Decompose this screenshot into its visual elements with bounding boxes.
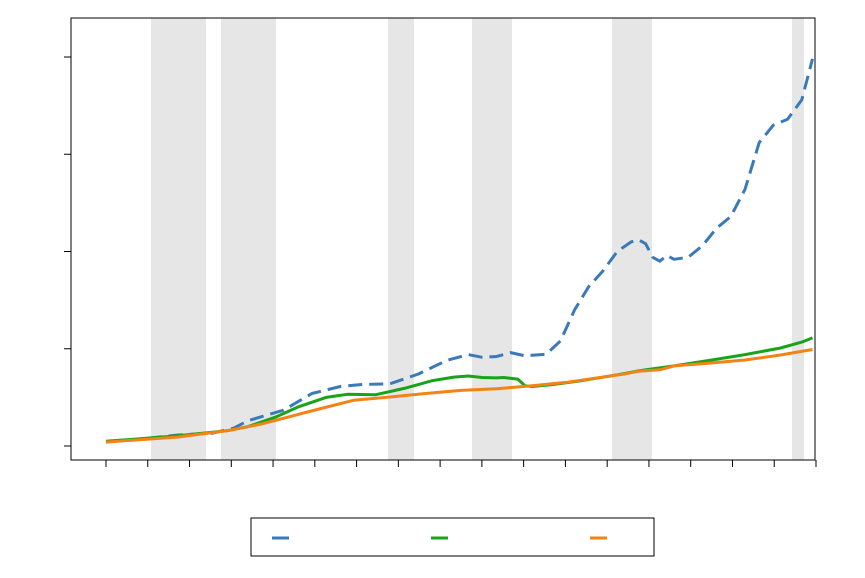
recession-band-5: [792, 18, 805, 460]
legend: [250, 517, 655, 557]
series-line-0: [105, 58, 814, 444]
legend-box: [250, 517, 655, 557]
series-lines: [105, 58, 814, 444]
recession-band-4: [612, 18, 652, 460]
series-line-2: [105, 348, 813, 444]
x-axis-ticks: [105, 460, 817, 467]
recession-band-3: [472, 18, 512, 460]
recession-band-1: [221, 18, 276, 460]
recession-bands: [151, 18, 805, 460]
recession-band-0: [151, 18, 206, 460]
plot-frame: [70, 17, 816, 461]
y-axis-ticks: [64, 56, 71, 447]
